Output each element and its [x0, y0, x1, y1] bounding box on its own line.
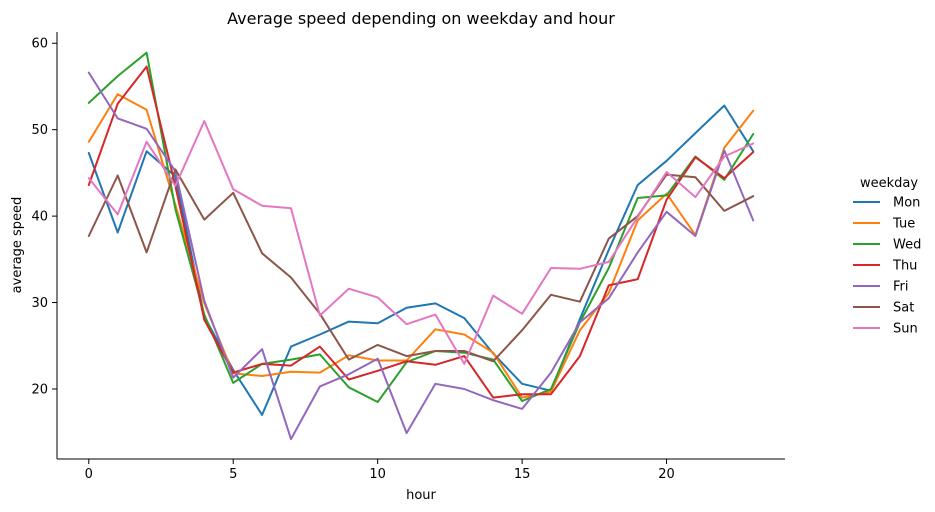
- x-tick-label: 15: [514, 467, 531, 482]
- y-tick-label: 20: [31, 382, 48, 397]
- series-line-tue: [87, 93, 755, 399]
- legend-label-tue: Tue: [892, 217, 915, 232]
- legend-label-mon: Mon: [893, 196, 920, 211]
- legend-label-thu: Thu: [892, 259, 917, 274]
- y-tick-label: 60: [31, 37, 48, 52]
- series-line-sun: [87, 120, 755, 365]
- series-line-thu: [87, 65, 755, 399]
- axes: [56, 32, 785, 460]
- legend-label-fri: Fri: [893, 280, 909, 295]
- legend-label-sun: Sun: [893, 322, 918, 337]
- series-lines: [87, 51, 755, 441]
- y-tick-label: 40: [31, 210, 48, 225]
- legend: weekday Mon Tue Wed Thu Fri Sat Sun: [853, 176, 921, 337]
- x-tick-label: 10: [369, 467, 386, 482]
- x-tick-label: 20: [658, 467, 675, 482]
- ticks: 0 5 10 15 20 20 30 40 50 60: [31, 37, 674, 482]
- series-line-fri: [87, 71, 755, 441]
- x-tick-label: 5: [229, 467, 237, 482]
- y-tick-label: 50: [31, 123, 48, 138]
- x-tick-label: 0: [85, 467, 93, 482]
- y-axis-label: average speed: [10, 197, 25, 294]
- series-line-sat: [87, 168, 755, 363]
- legend-label-sat: Sat: [893, 301, 914, 316]
- legend-label-wed: Wed: [893, 238, 921, 253]
- chart-title: Average speed depending on weekday and h…: [227, 9, 615, 28]
- y-tick-label: 30: [31, 296, 48, 311]
- legend-title: weekday: [860, 176, 918, 191]
- x-axis-label: hour: [406, 488, 436, 503]
